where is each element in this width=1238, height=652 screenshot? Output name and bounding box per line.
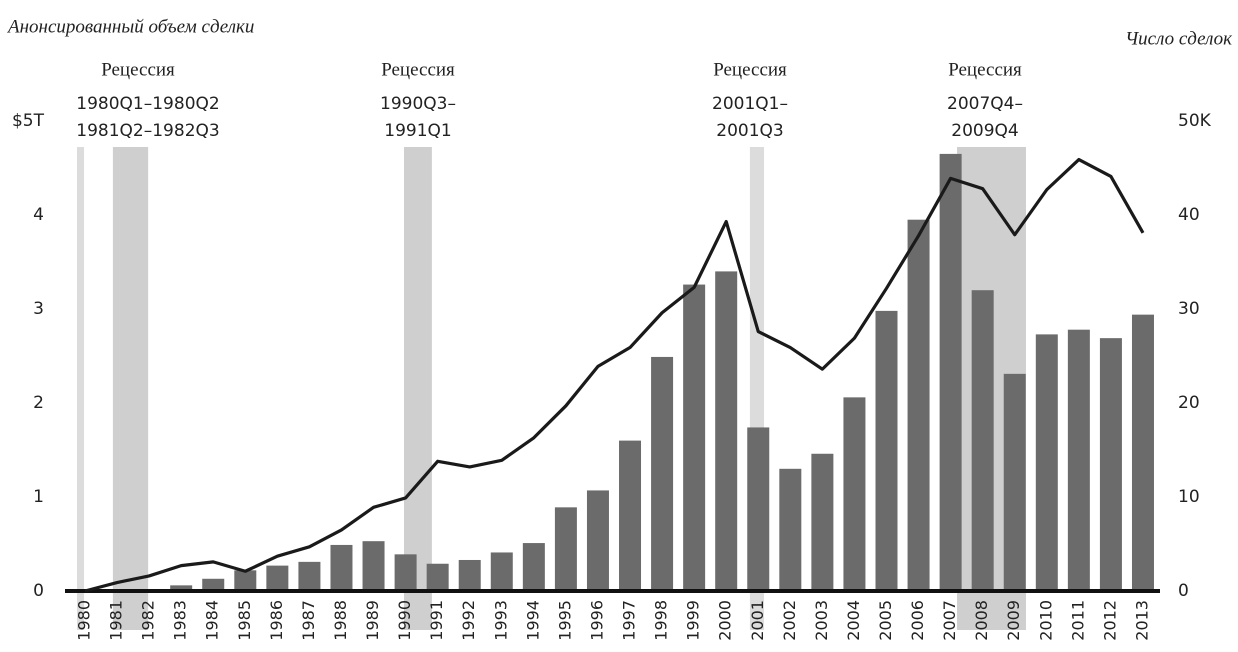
y2-tick-label: 40 bbox=[1178, 205, 1200, 225]
bar bbox=[490, 552, 513, 591]
bar bbox=[522, 543, 545, 591]
recession-period: 1991Q1 bbox=[384, 121, 451, 141]
recession-period: 1990Q3– bbox=[380, 94, 456, 114]
x-tick-label: 2009 bbox=[1004, 600, 1023, 641]
x-tick-label: 1988 bbox=[331, 600, 350, 641]
x-tick-label: 1998 bbox=[652, 600, 671, 641]
x-tick-label: 1991 bbox=[427, 600, 446, 641]
bar bbox=[619, 440, 642, 591]
bar bbox=[651, 356, 674, 591]
bar bbox=[394, 554, 417, 591]
bar bbox=[1099, 338, 1122, 591]
y-tick-label: 3 bbox=[33, 299, 44, 319]
bar bbox=[683, 284, 706, 591]
x-tick-label: 2000 bbox=[716, 600, 735, 641]
y2-tick-label: 50K bbox=[1178, 111, 1212, 131]
x-tick-label: 2002 bbox=[780, 600, 799, 641]
bar bbox=[362, 541, 385, 591]
x-tick-label: 2013 bbox=[1132, 600, 1151, 641]
bar bbox=[426, 563, 449, 591]
y2-tick-label: 30 bbox=[1178, 299, 1200, 319]
y2-axis-title: Число сделок bbox=[1125, 28, 1233, 49]
x-tick-label: 2007 bbox=[940, 600, 959, 641]
x-tick-label: 1981 bbox=[107, 600, 126, 641]
x-tick-label: 1999 bbox=[684, 600, 703, 641]
x-tick-label: 1994 bbox=[523, 600, 542, 641]
recession-band bbox=[403, 147, 432, 630]
bar bbox=[554, 507, 577, 591]
recession-label: Рецессия bbox=[101, 59, 175, 80]
x-tick-label: 1995 bbox=[555, 600, 574, 641]
x-tick-label: 1996 bbox=[587, 600, 606, 641]
x-tick-label: 2010 bbox=[1036, 600, 1055, 641]
x-tick-label: 2003 bbox=[812, 600, 831, 641]
y-tick-label: $5T bbox=[12, 111, 45, 131]
recession-period: 1980Q1–1980Q2 bbox=[76, 94, 219, 114]
bar bbox=[715, 271, 738, 591]
x-tick-label: 2001 bbox=[748, 600, 767, 641]
bar bbox=[330, 544, 353, 591]
recession-period: 2007Q4– bbox=[947, 94, 1023, 114]
bar bbox=[1035, 334, 1058, 591]
bar bbox=[1067, 329, 1090, 591]
bar bbox=[586, 490, 609, 591]
x-tick-label: 1982 bbox=[139, 600, 158, 641]
recession-period: 1981Q2–1982Q3 bbox=[76, 121, 219, 141]
bar bbox=[170, 585, 193, 591]
recession-label: Рецессия bbox=[713, 59, 787, 80]
line-series bbox=[84, 157, 1145, 593]
x-tick-label: 2004 bbox=[844, 600, 863, 641]
x-tick-label: 1980 bbox=[75, 600, 94, 641]
bar bbox=[875, 310, 898, 591]
bar bbox=[266, 565, 289, 591]
x-tick-label: 2005 bbox=[876, 600, 895, 641]
y2-tick-label: 20 bbox=[1178, 393, 1200, 413]
x-tick-label: 1986 bbox=[267, 600, 286, 641]
bar bbox=[1131, 314, 1154, 591]
bar bbox=[779, 468, 802, 591]
bar bbox=[458, 559, 481, 591]
bar bbox=[939, 153, 962, 591]
bar bbox=[971, 290, 994, 591]
x-tick-label: 1997 bbox=[620, 600, 639, 641]
x-tick-label: 2006 bbox=[908, 600, 927, 641]
x-tick-label: 1993 bbox=[491, 600, 510, 641]
recession-period: 2009Q4 bbox=[951, 121, 1018, 141]
bar bbox=[1003, 373, 1026, 591]
y-tick-label: 0 bbox=[33, 581, 44, 601]
recession-period: 2001Q1– bbox=[712, 94, 788, 114]
chart-title: Анонсированный объем сделки bbox=[6, 16, 254, 37]
x-tick-label: 1985 bbox=[235, 600, 254, 641]
recession-label: Рецессия bbox=[381, 59, 455, 80]
x-tick-label: 1992 bbox=[459, 600, 478, 641]
bar bbox=[234, 570, 257, 591]
recession-band bbox=[76, 147, 85, 630]
y-tick-label: 1 bbox=[33, 487, 44, 507]
x-tick-label: 1984 bbox=[203, 600, 222, 641]
x-tick-label: 2011 bbox=[1068, 600, 1087, 641]
bar bbox=[907, 219, 930, 591]
x-tick-label: 2008 bbox=[972, 600, 991, 641]
y-tick-label: 2 bbox=[33, 393, 44, 413]
x-tick-label: 1989 bbox=[363, 600, 382, 641]
bar bbox=[843, 397, 866, 591]
recession-label: Рецессия bbox=[948, 59, 1022, 80]
y2-tick-label: 0 bbox=[1178, 581, 1189, 601]
bar bbox=[202, 578, 225, 591]
y2-tick-label: 10 bbox=[1178, 487, 1200, 507]
x-tick-label: 1987 bbox=[299, 600, 318, 641]
x-tick-label: 1990 bbox=[395, 600, 414, 641]
x-tick-label: 1983 bbox=[171, 600, 190, 641]
y-tick-label: 4 bbox=[33, 205, 44, 225]
bar bbox=[811, 453, 834, 591]
recession-band bbox=[112, 147, 149, 630]
bar bbox=[298, 561, 321, 591]
recession-period: 2001Q3 bbox=[716, 121, 783, 141]
bar bbox=[747, 427, 770, 591]
x-tick-label: 2012 bbox=[1100, 600, 1119, 641]
